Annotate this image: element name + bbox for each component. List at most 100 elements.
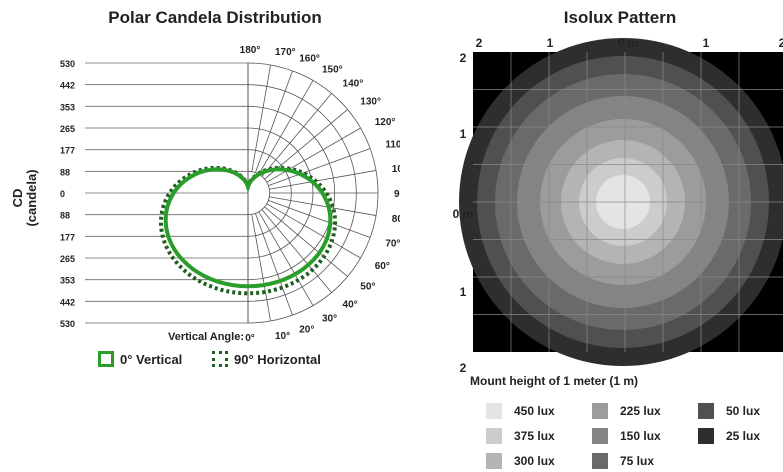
- isolux-left-label: 2: [460, 51, 467, 65]
- curve-90-horizontal: [158, 165, 338, 296]
- angle-tick-label: 0°: [245, 333, 255, 344]
- cd-tick-label: 265: [60, 254, 75, 264]
- polar-radial-line: [258, 80, 314, 175]
- polar-radial-line: [266, 203, 361, 259]
- polar-radial-line: [255, 70, 293, 173]
- cd-tick-label: 442: [60, 297, 75, 307]
- isolux-top-label: 1: [547, 36, 554, 50]
- legend-vertical: 0° Vertical: [98, 351, 182, 367]
- angle-tick-label: 170°: [275, 47, 296, 58]
- isolux-plot: [459, 38, 783, 366]
- legend-vertical-label: 0° Vertical: [120, 351, 183, 367]
- legend-horizontal-label: 90° Horizontal: [234, 351, 321, 367]
- legend-horizontal: 90° Horizontal: [212, 351, 321, 367]
- lux-label: 25 lux: [726, 429, 761, 443]
- polar-radial-line: [266, 127, 361, 183]
- polar-radial-line: [261, 209, 332, 293]
- isolux-title: Isolux Pattern: [563, 8, 677, 27]
- lux-legend-item: 75 lux: [592, 453, 654, 469]
- polar-candela-chart: CD (candela) 530 442 353 265 177 88 0 88 177 265 3…: [10, 45, 400, 344]
- polar-radial-line: [269, 196, 377, 216]
- lux-legend-item: 450 lux: [486, 403, 555, 419]
- curve-0-vertical: [163, 167, 333, 289]
- angle-tick-label: 10°: [275, 331, 290, 342]
- polar-radial-line: [269, 170, 377, 190]
- lux-swatch: [486, 453, 502, 469]
- polar-radial-line: [255, 213, 293, 316]
- polar-chart-title: Polar Candela Distribution: [108, 8, 322, 27]
- angle-tick-label: 90°: [394, 189, 400, 200]
- lux-label: 50 lux: [726, 404, 761, 418]
- isolux-left-label: 1: [460, 127, 467, 141]
- cd-tick-label: 530: [60, 319, 75, 329]
- lux-label: 300 lux: [514, 454, 555, 468]
- polar-radial-line: [268, 148, 371, 186]
- cd-axis-label: CD: [10, 189, 25, 208]
- isolux-left-label: 2: [460, 361, 467, 372]
- lux-label: 150 lux: [620, 429, 661, 443]
- cd-tick-label: 353: [60, 276, 75, 286]
- lux-label: 450 lux: [514, 404, 555, 418]
- lux-swatch: [486, 428, 502, 444]
- lux-label: 375 lux: [514, 429, 555, 443]
- lux-swatch: [698, 403, 714, 419]
- lux-legend-item: 150 lux: [592, 428, 661, 444]
- angle-tick-label: 160°: [299, 54, 320, 65]
- polar-radial-line: [258, 211, 314, 306]
- angle-tick-label: 120°: [375, 117, 396, 128]
- angle-tick-label: 150°: [322, 64, 343, 75]
- lux-legend-item: 25 lux: [698, 428, 760, 444]
- polar-radial-line: [251, 64, 271, 172]
- isolux-top-label: 2: [779, 36, 783, 50]
- cd-tick-label: 88: [60, 211, 70, 221]
- lux-label: 75 lux: [620, 454, 655, 468]
- angle-tick-label: 140°: [343, 79, 364, 90]
- angle-tick-label: 20°: [299, 324, 314, 335]
- lux-swatch: [592, 403, 608, 419]
- isolux-top-label: 2: [476, 36, 483, 50]
- polar-radial-line: [264, 206, 348, 277]
- polar-radial-line: [268, 200, 371, 238]
- angle-tick-label: 180°: [240, 45, 261, 56]
- cd-tick-label: 177: [60, 232, 75, 242]
- isolux-left-label: 0 m: [453, 207, 473, 221]
- cd-tick-label: 353: [60, 102, 75, 112]
- angle-tick-label: 80°: [392, 214, 400, 225]
- angle-tick-label: 60°: [375, 261, 390, 272]
- lux-swatch: [592, 453, 608, 469]
- lux-swatch: [486, 403, 502, 419]
- angle-tick-label: 110°: [385, 140, 400, 151]
- cd-tick-label: 265: [60, 124, 75, 134]
- lux-legend-item: 375 lux: [486, 428, 555, 444]
- cd-tick-label: 177: [60, 146, 75, 156]
- lux-swatch: [698, 428, 714, 444]
- cd-tick-label: 88: [60, 167, 70, 177]
- vertical-angle-label: Vertical Angle:: [168, 331, 244, 343]
- cd-tick-label: 0: [60, 189, 65, 199]
- cd-axis-label-unit: (candela): [24, 169, 39, 226]
- angle-tick-label: 100°: [392, 164, 400, 175]
- polar-grid: [85, 62, 379, 324]
- isolux-top-label: 1: [703, 36, 710, 50]
- lux-legend-item: 50 lux: [698, 403, 760, 419]
- isolux-top-label: 0 m: [618, 36, 639, 50]
- isolux-left-label: 1: [460, 285, 467, 299]
- angle-tick-label: 70°: [385, 238, 400, 249]
- angle-tick-label: 50°: [360, 282, 375, 293]
- polar-labels: 530 442 353 265 177 88 0 88 177 265 353 442 530 180° 1…: [60, 45, 400, 344]
- lux-legend-item: 225 lux: [592, 403, 661, 419]
- mount-height-label: Mount height of 1 meter (1 m): [470, 374, 638, 388]
- polar-radial-line: [261, 93, 332, 177]
- lux-legend-item: 300 lux: [486, 453, 555, 469]
- lux-swatch: [592, 428, 608, 444]
- polar-curves: [158, 165, 338, 296]
- legend-solid-swatch: [98, 351, 114, 367]
- cd-tick-label: 530: [60, 59, 75, 69]
- lux-label: 225 lux: [620, 404, 661, 418]
- angle-tick-label: 130°: [360, 96, 381, 107]
- angle-tick-label: 40°: [343, 299, 358, 310]
- legend-dotted-swatch: [212, 351, 228, 367]
- cd-tick-label: 442: [60, 81, 75, 91]
